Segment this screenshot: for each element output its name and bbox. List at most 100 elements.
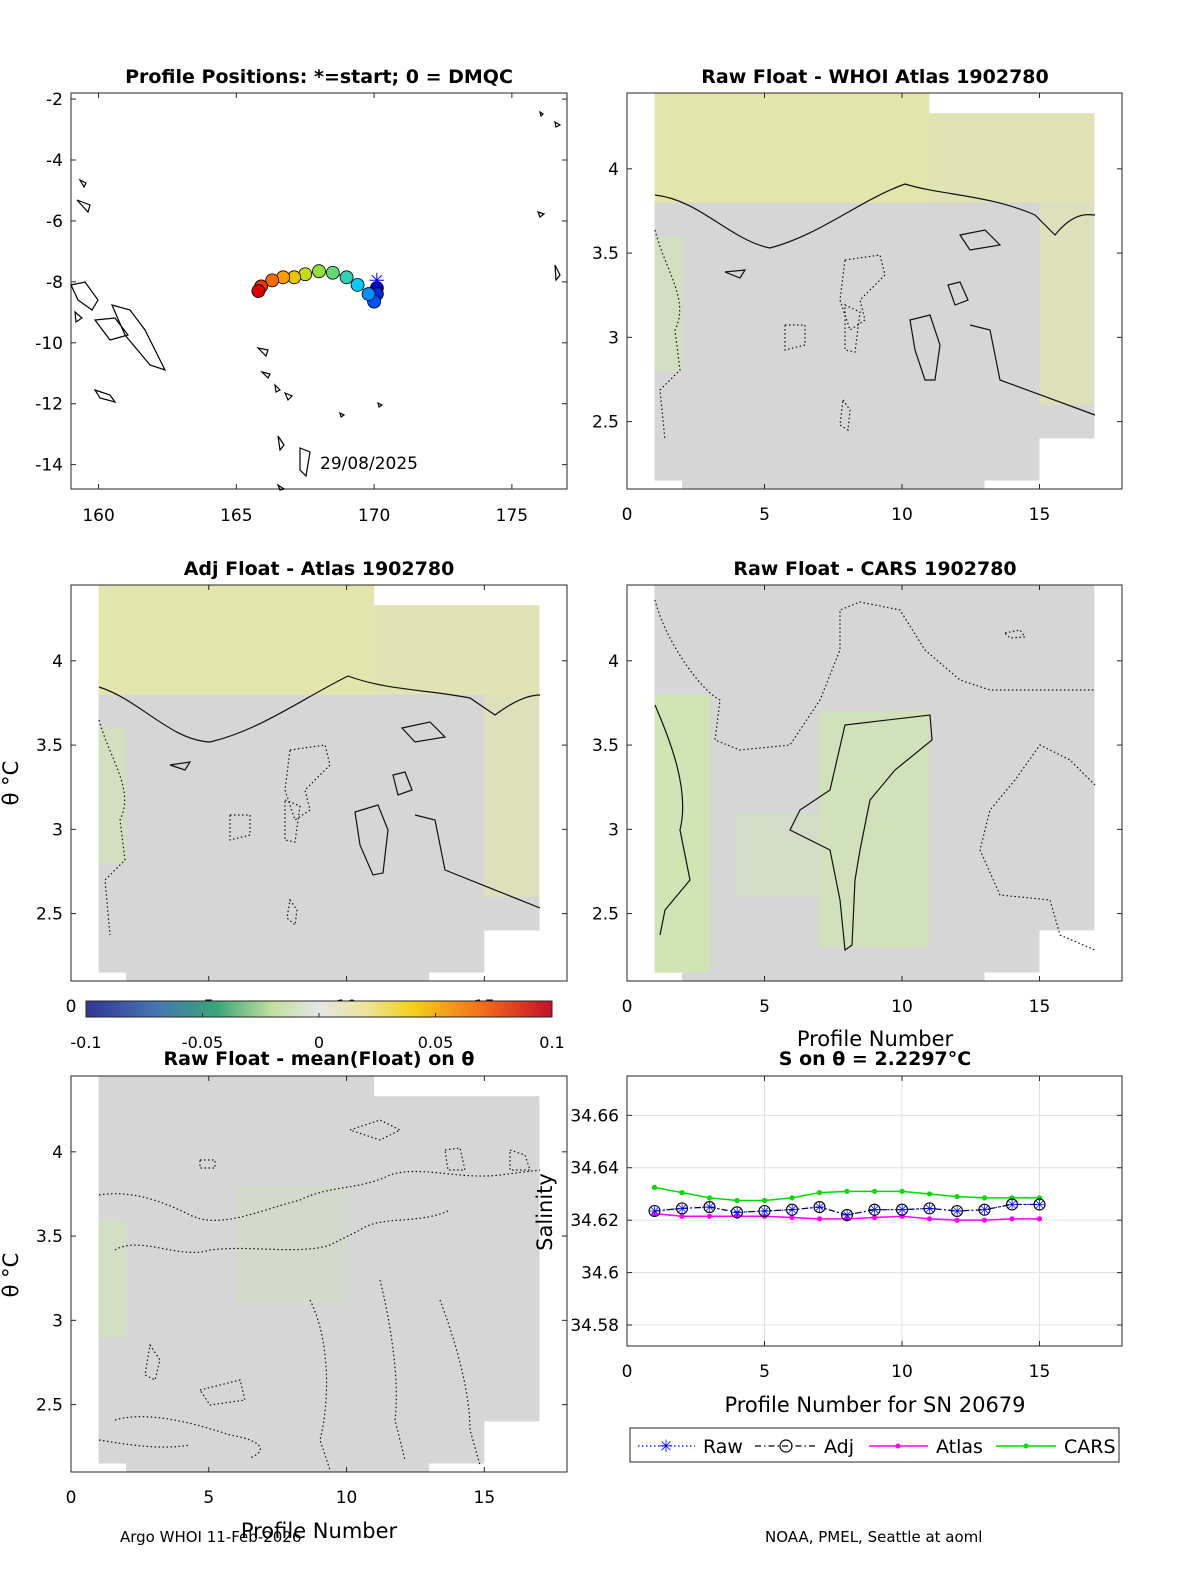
field-cool-left (654, 236, 682, 372)
y-tick-label: 3.5 (36, 736, 63, 756)
y-tick-label: 4 (608, 160, 619, 180)
adj-title: Adj Float - Atlas 1902780 (184, 558, 455, 580)
y-tick-label: 3.5 (592, 244, 619, 264)
point-adj (950, 1204, 964, 1218)
point-cars (651, 1184, 658, 1191)
field-cool-mid (737, 812, 820, 897)
island (274, 383, 282, 393)
map-y-tick-label: -12 (35, 395, 63, 415)
field-cool-center (819, 711, 930, 948)
island (260, 370, 271, 380)
field-warm-side (484, 694, 540, 897)
y-tick-label: 3.5 (592, 736, 619, 756)
adj-axes (70, 584, 568, 982)
island (78, 178, 87, 189)
salinity-ticks: 0 5 10 15 34.58 34.6 34.62 34.64 34.66 (570, 1076, 1122, 1382)
legend-cars-marker (1023, 1443, 1029, 1449)
point-atlas (651, 1211, 658, 1217)
field-gap-br (1039, 438, 1095, 489)
profile-position (339, 270, 354, 285)
island (539, 110, 544, 118)
legend-atlas-label: Atlas (936, 1436, 983, 1458)
sal-x-tick-label: 5 (759, 1362, 770, 1382)
point-atlas (1036, 1216, 1043, 1222)
field-base-bottom (682, 480, 985, 489)
field-gap (374, 1076, 540, 1097)
profile-position (350, 278, 365, 292)
y-tick-label: 2.5 (36, 905, 63, 925)
float-track: ✳ (251, 264, 385, 309)
whoi-contours (654, 183, 1096, 441)
x-tick-label: 10 (336, 1488, 358, 1508)
field-gap-br (1039, 930, 1095, 981)
point-adj (923, 1202, 936, 1215)
point-cars (954, 1193, 960, 1200)
point-atlas (789, 1214, 795, 1221)
point-raw: ✳ (841, 1206, 854, 1224)
island (74, 310, 83, 324)
island (276, 483, 286, 491)
point-cars (871, 1188, 878, 1194)
x-tick-label: 10 (891, 505, 913, 525)
sal-x-tick-label: 0 (622, 1362, 633, 1382)
salinity-title: S on θ = 2.2297°C (779, 1048, 971, 1070)
field-base-bottom (126, 1463, 430, 1472)
salinity-xlabel: Profile Number for SN 20679 (724, 1393, 1025, 1417)
point-raw: ✳ (1033, 1196, 1046, 1214)
x-tick-label: 0 (622, 505, 633, 525)
point-raw: ✳ (896, 1201, 909, 1219)
point-raw: ✳ (868, 1201, 881, 1219)
point-cars (706, 1195, 713, 1201)
field-gap-br (484, 1421, 540, 1472)
island (256, 347, 269, 358)
island (283, 391, 294, 402)
legend-raw-marker: ✳ (659, 1437, 673, 1457)
point-adj (978, 1203, 991, 1216)
point-adj (868, 1203, 881, 1216)
footer-left: Argo WHOI 11-Feb-2026 (120, 1528, 301, 1546)
y-tick-label: 3 (608, 820, 619, 840)
profile-position (312, 264, 326, 279)
adj-field (98, 585, 540, 981)
point-cars (816, 1190, 823, 1196)
point-cars (899, 1188, 905, 1194)
x-tick-label: 10 (891, 997, 913, 1017)
point-raw: ✳ (813, 1199, 826, 1217)
field-warm-top (98, 585, 375, 695)
y-tick-label: 3 (52, 820, 63, 840)
y-tick-label: 4 (52, 652, 63, 672)
y-tick-label: 3.5 (36, 1227, 63, 1247)
field-warm-right (929, 113, 1095, 203)
y-tick-label: 3 (608, 328, 619, 348)
legend-adj-label: Adj (824, 1436, 854, 1458)
island (299, 447, 311, 478)
point-adj (703, 1201, 716, 1214)
map-y-tick-label: -8 (46, 273, 63, 293)
field-base-bottom (126, 972, 430, 981)
island (339, 411, 346, 418)
field-warm-top (654, 93, 930, 203)
whoi-axes (626, 92, 1123, 490)
field-cool-center (236, 1185, 347, 1304)
y-tick-label: 2.5 (592, 413, 619, 433)
whoi-ticks: 0 5 10 15 2.5 3 3.5 4 (592, 93, 1122, 525)
point-atlas (1009, 1216, 1015, 1222)
mean-axes (70, 1075, 568, 1473)
adj-panel: Adj Float - Atlas 1902780 θ °C 0510152.5… (0, 558, 568, 1017)
footer-right: NOAA, PMEL, Seattle at aoml (765, 1528, 982, 1546)
start-marker: ✳ (368, 268, 385, 292)
island (76, 199, 91, 214)
colorbar-tick-label: -0.1 (70, 1033, 101, 1052)
colorbar-tick-label: 0 (314, 1033, 324, 1052)
sal-x-tick-label: 15 (1029, 1362, 1051, 1382)
map-panel: Profile Positions: *=start; 0 = DMQC ✳ 2… (35, 66, 568, 526)
map-axes (70, 92, 568, 490)
point-adj (1005, 1198, 1019, 1211)
y-tick-label: 3 (52, 1311, 63, 1331)
point-raw: ✳ (1006, 1196, 1019, 1214)
salinity-series: ✳ ✳ ✳ ✳ ✳ ✳ ✳ ✳ ✳ ✳ ✳ ✳ ✳ ✳ ✳ (648, 1184, 1046, 1224)
x-tick-label: 15 (1029, 997, 1051, 1017)
cars-ticks: 0 5 10 15 2.5 3 3.5 4 (592, 585, 1122, 1017)
x-tick-label: 5 (759, 997, 770, 1017)
field-gap-br (484, 930, 540, 981)
